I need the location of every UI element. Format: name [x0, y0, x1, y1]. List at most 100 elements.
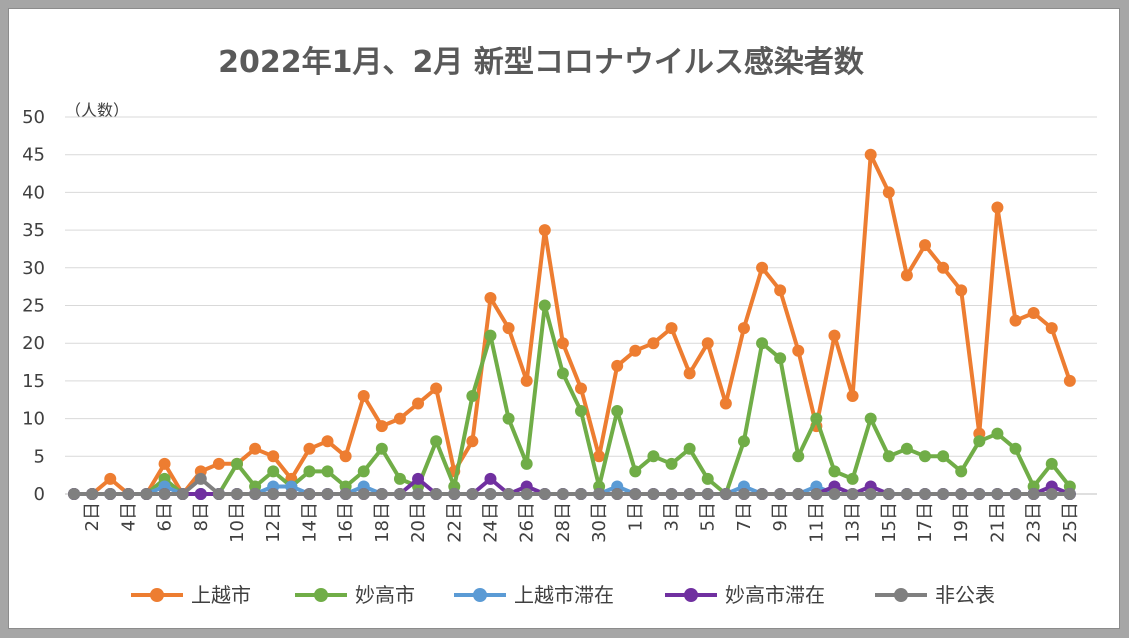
- data-point: [194, 472, 207, 485]
- data-point: [466, 435, 479, 448]
- data-point: [412, 397, 425, 410]
- data-point: [140, 488, 153, 500]
- x-tick-label: 10日: [227, 502, 248, 543]
- chart-title: 2022年1月、2月 新型コロナウイルス感染者数: [218, 45, 865, 80]
- data-point: [828, 329, 841, 342]
- data-point: [176, 488, 189, 500]
- data-point: [719, 397, 732, 410]
- x-tick-label: 30日: [589, 502, 610, 543]
- data-point: [231, 488, 243, 500]
- data-point: [86, 488, 99, 500]
- data-point: [882, 450, 895, 463]
- data-point: [194, 488, 207, 500]
- data-point: [919, 239, 931, 252]
- legend-swatch-marker: [150, 588, 164, 602]
- y-tick-label: 30: [22, 258, 45, 279]
- x-tick-label: 7日: [734, 502, 755, 531]
- data-point: [484, 488, 497, 500]
- data-point: [864, 412, 877, 425]
- data-point: [792, 488, 805, 500]
- data-point: [1009, 442, 1022, 455]
- data-point: [158, 488, 171, 500]
- data-point: [1027, 488, 1040, 500]
- data-point: [104, 472, 117, 485]
- x-tick-label: 5日: [698, 502, 719, 531]
- data-point: [339, 488, 352, 500]
- x-tick-label: 21日: [987, 502, 1008, 543]
- data-point: [937, 261, 950, 274]
- data-point: [430, 488, 443, 500]
- data-point: [937, 450, 950, 463]
- data-point: [575, 488, 587, 500]
- data-point: [556, 488, 569, 500]
- data-point: [647, 450, 660, 463]
- data-point: [393, 412, 406, 425]
- data-point: [629, 465, 642, 478]
- data-point: [575, 405, 587, 418]
- data-point: [665, 322, 678, 335]
- legend-label: 非公表: [935, 583, 995, 607]
- data-point: [882, 488, 895, 500]
- data-point: [846, 488, 859, 500]
- data-point: [502, 488, 515, 500]
- legend: 上越市 妙高市 上越市滞在 妙高市滞在 非公表: [131, 583, 995, 607]
- data-point: [756, 261, 769, 274]
- data-point: [611, 359, 624, 372]
- y-tick-label: 25: [22, 296, 45, 317]
- data-point: [792, 450, 805, 463]
- data-point: [267, 488, 280, 500]
- y-tick-label: 40: [22, 182, 45, 203]
- data-point: [249, 488, 262, 500]
- data-point: [900, 488, 913, 500]
- data-point: [538, 224, 551, 237]
- y-axis-ticks: 0 5 10 15 20 25 30 35 40 45 50: [22, 107, 45, 505]
- data-point: [249, 442, 262, 455]
- data-point: [520, 374, 533, 387]
- data-point: [484, 291, 497, 304]
- data-point: [774, 284, 787, 297]
- x-tick-label: 25日: [1060, 502, 1081, 543]
- legend-item: 妙高市滞在: [665, 583, 825, 607]
- data-point: [973, 488, 986, 500]
- legend-item: 上越市滞在: [454, 583, 614, 607]
- series-非公表: [68, 472, 1076, 500]
- data-point: [593, 488, 606, 500]
- x-tick-label: 13日: [843, 502, 864, 543]
- data-point: [158, 457, 171, 470]
- y-tick-label: 15: [22, 371, 45, 392]
- data-point: [267, 450, 280, 463]
- legend-swatch-marker: [684, 588, 698, 602]
- data-point: [321, 488, 334, 500]
- x-tick-label: 20日: [408, 502, 429, 543]
- data-point: [864, 488, 877, 500]
- legend-item: 妙高市: [295, 583, 415, 607]
- data-point: [756, 488, 769, 500]
- data-point: [1045, 322, 1058, 335]
- data-point: [665, 488, 678, 500]
- x-tick-label: 15日: [879, 502, 900, 543]
- x-tick-label: 6日: [155, 502, 176, 531]
- data-point: [846, 472, 859, 485]
- data-point: [393, 472, 406, 485]
- data-point: [1027, 307, 1040, 320]
- data-point: [375, 420, 388, 433]
- data-point: [1045, 488, 1058, 500]
- data-point: [810, 412, 823, 425]
- x-tick-label: 9日: [770, 502, 791, 531]
- data-point: [991, 427, 1004, 440]
- data-point: [882, 186, 895, 199]
- y-tick-label: 10: [22, 409, 45, 430]
- data-point: [412, 488, 425, 500]
- x-tick-label: 4日: [118, 502, 139, 531]
- data-point: [937, 488, 950, 500]
- data-point: [375, 488, 388, 500]
- data-point: [1009, 314, 1022, 327]
- data-point: [629, 488, 642, 500]
- data-point: [756, 337, 769, 350]
- data-point: [1063, 488, 1076, 500]
- data-point: [900, 269, 913, 282]
- x-tick-label: 23日: [1024, 502, 1045, 543]
- gridlines: [65, 116, 1097, 495]
- x-tick-label: 8日: [191, 502, 212, 531]
- y-tick-label: 5: [34, 446, 45, 467]
